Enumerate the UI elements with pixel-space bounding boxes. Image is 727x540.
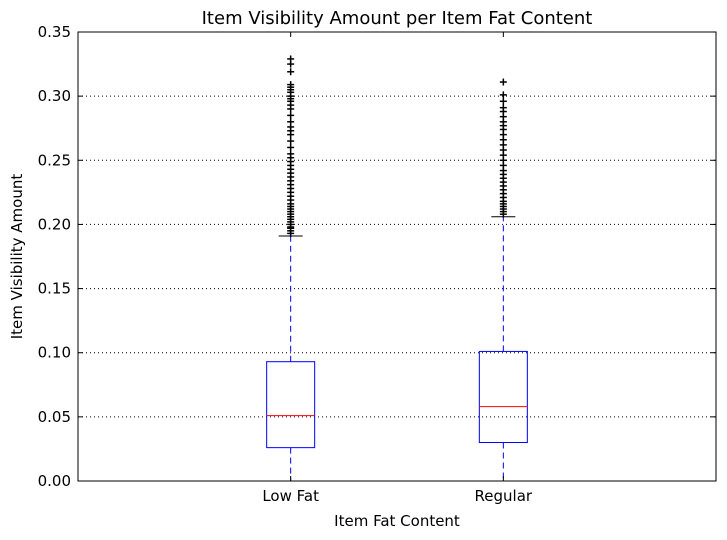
- plot-frame: [77, 31, 717, 482]
- outlier-marker: [287, 68, 295, 76]
- box-group-regular: [478, 78, 528, 482]
- y-axis-title: Item Visibility Amount: [8, 174, 26, 340]
- outlier-marker: [499, 97, 507, 105]
- outlier-marker: [287, 150, 295, 158]
- y-tick-label: 0.30: [38, 87, 71, 105]
- outlier-marker: [287, 143, 295, 151]
- outlier-marker: [499, 78, 507, 86]
- chart-title: Item Visibility Amount per Item Fat Cont…: [202, 8, 593, 29]
- outlier-marker: [287, 137, 295, 145]
- x-tick-label: Regular: [475, 487, 533, 505]
- y-tick-label: 0.15: [38, 280, 71, 298]
- boxes-layer: [266, 55, 528, 482]
- outlier-marker: [499, 91, 507, 99]
- y-tick-label: 0.25: [38, 151, 71, 169]
- x-tick-label: Low Fat: [262, 487, 319, 505]
- outlier-marker: [287, 55, 295, 63]
- x-axis-title: Item Fat Content: [334, 512, 460, 530]
- outlier-marker: [287, 111, 295, 119]
- outlier-marker: [287, 81, 295, 89]
- y-tick-label: 0.35: [38, 23, 71, 41]
- box-group-low-fat: [266, 55, 316, 482]
- y-tick-label: 0.20: [38, 215, 71, 233]
- iqr-box: [266, 361, 316, 449]
- y-tick-label: 0.10: [38, 344, 71, 362]
- y-tick-label: 0.00: [38, 472, 71, 490]
- outlier-marker: [287, 118, 295, 126]
- gridlines: [78, 95, 716, 418]
- outlier-marker: [499, 104, 507, 112]
- y-tick-label: 0.05: [38, 408, 71, 426]
- iqr-box: [478, 350, 528, 444]
- ticks-layer: 0.00 0.05 0.10 0.15 0.20 0.25 0.30 0.35 Low Fat R…: [38, 23, 716, 505]
